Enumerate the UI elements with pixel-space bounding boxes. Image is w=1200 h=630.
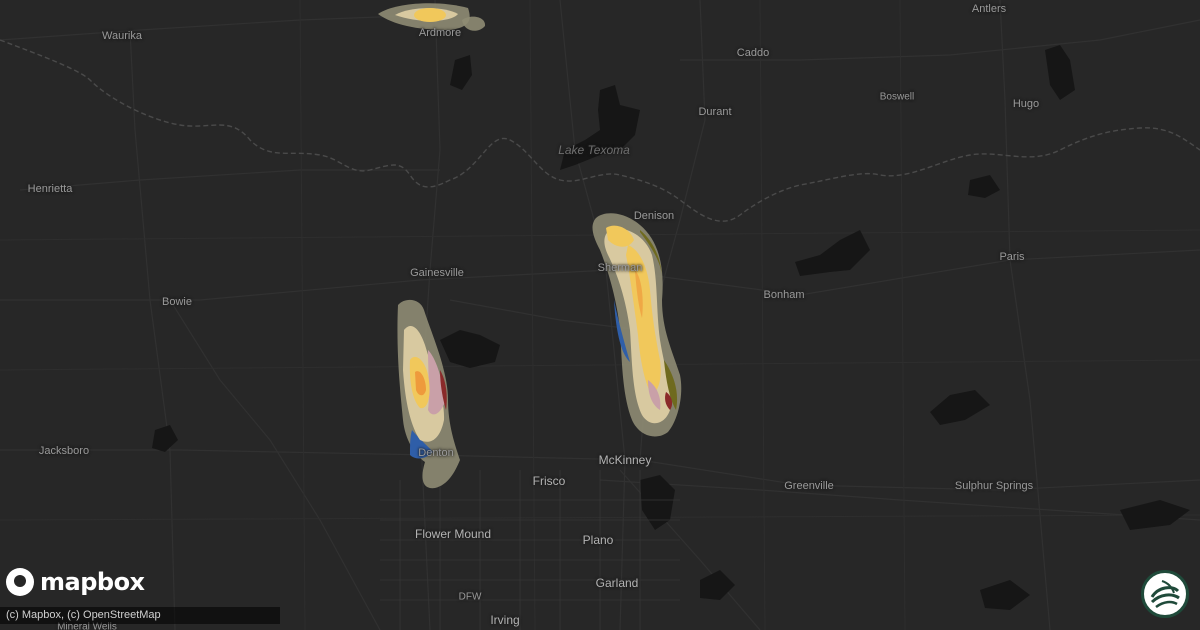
- place-label-frisco: Frisco: [532, 474, 566, 488]
- place-label-boswell: Boswell: [879, 91, 915, 103]
- place-label-sherman: Sherman: [597, 262, 643, 274]
- place-label-ardmore: Ardmore: [418, 27, 462, 39]
- place-label-denton: Denton: [418, 447, 454, 459]
- place-label-plano: Plano: [582, 533, 614, 547]
- hail-swath-denton[interactable]: [397, 299, 460, 489]
- mapbox-logo-text: mapbox: [40, 568, 145, 596]
- place-label-jacksboro: Jacksboro: [38, 445, 90, 457]
- water-label-lake-texoma: Lake Texoma: [558, 143, 630, 157]
- map-attribution[interactable]: (c) Mapbox, (c) OpenStreetMap: [0, 607, 280, 624]
- place-label-hugo: Hugo: [1012, 98, 1040, 110]
- place-label-waurika: Waurika: [102, 30, 142, 42]
- place-label-garland: Garland: [595, 576, 639, 590]
- place-label-durant: Durant: [698, 106, 732, 118]
- place-label-mckinney: McKinney: [598, 453, 652, 467]
- mapbox-logo[interactable]: mapbox: [6, 568, 145, 596]
- place-label-gainesville: Gainesville: [410, 267, 464, 279]
- place-label-bonham: Bonham: [763, 289, 805, 301]
- hail-swath-ardmore[interactable]: [378, 3, 486, 31]
- mapbox-logo-icon: [6, 568, 34, 596]
- place-label-bowie: Bowie: [162, 296, 192, 308]
- brand-swirl-icon: [1146, 575, 1184, 613]
- hail-swath-sherman[interactable]: [592, 213, 682, 437]
- place-label-greenville: Greenville: [784, 480, 834, 492]
- place-label-mineral-wells: Mineral Wells: [57, 621, 117, 630]
- place-label-denison: Denison: [633, 210, 675, 222]
- place-label-flower-mound: Flower Mound: [414, 527, 492, 541]
- place-label-henrietta: Henrietta: [27, 183, 73, 195]
- place-label-antlers: Antlers: [971, 3, 1007, 15]
- place-label-caddo: Caddo: [736, 47, 770, 59]
- place-label-irving: Irving: [490, 613, 520, 627]
- place-label-paris: Paris: [999, 251, 1025, 263]
- brand-badge-icon[interactable]: [1141, 570, 1189, 618]
- place-label-dfw: DFW: [458, 591, 482, 603]
- place-label-sulphur-springs: Sulphur Springs: [954, 480, 1034, 492]
